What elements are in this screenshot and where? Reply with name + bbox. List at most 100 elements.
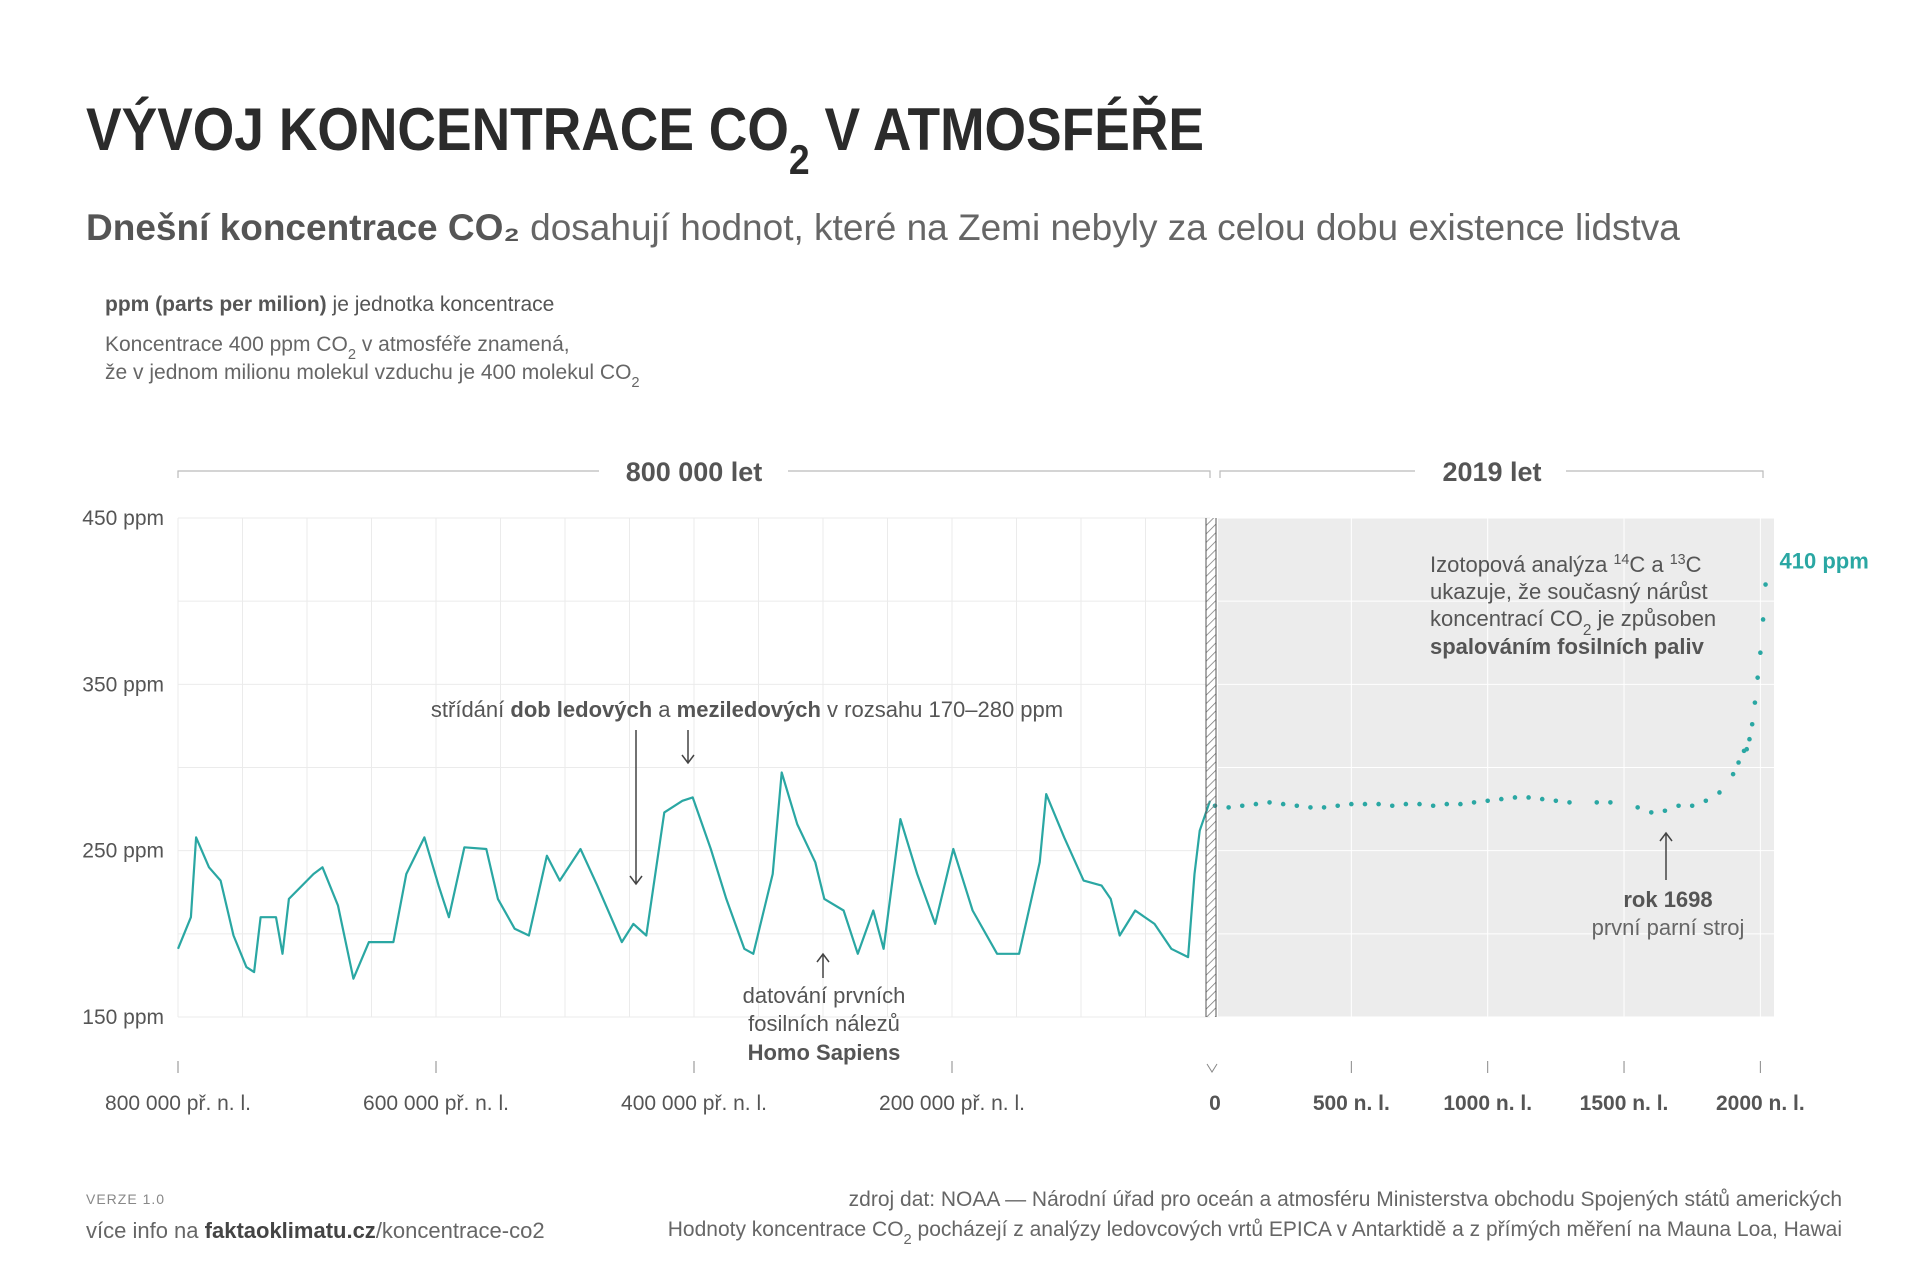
annotation-text: a [652, 697, 676, 722]
period-label: 2019 let [1442, 457, 1541, 487]
data-point [1417, 801, 1422, 807]
subtitle-text: dosahují hodnot, které na Zemi nebyly za… [520, 207, 1680, 248]
data-point [1730, 771, 1736, 777]
data-point [1499, 796, 1504, 802]
data-point [1648, 810, 1654, 815]
title-text: VÝVOJ KONCENTRACE CO [86, 96, 789, 163]
data-point [1703, 798, 1709, 804]
title-text: V ATMOSFÉŘE [810, 96, 1204, 163]
data-point [1362, 801, 1368, 807]
x-tick-label: 200 000 př. n. l. [879, 1092, 1025, 1115]
footer-text: pocházejí z analýzy ledovcových vrtů EPI… [912, 1218, 1842, 1241]
data-point [1376, 801, 1381, 807]
data-point [1308, 805, 1313, 810]
data-point [1717, 790, 1722, 795]
data-point [1749, 721, 1755, 727]
data-point [1389, 803, 1395, 809]
bracket [1219, 470, 1764, 478]
note-text: v atmosféře znamená, [356, 333, 570, 356]
y-tick-label: 450 ppm [82, 507, 164, 530]
value-label: 410 ppm [1780, 549, 1869, 574]
period-brackets [177, 470, 1764, 478]
footer-text: /koncentrace-co2 [376, 1218, 545, 1243]
data-point [1553, 798, 1559, 804]
data-point [1458, 801, 1463, 807]
data-point [1267, 800, 1272, 805]
annotation-sub: 2 [1583, 622, 1592, 639]
plot: 800 000 př. n. l. 600 000 př. n. l. 400 00… [82, 507, 1869, 1115]
annotation-text: koncentrací CO [1430, 606, 1583, 631]
annotation: střídání dob ledových a meziledových v r… [431, 697, 1063, 722]
x-tick-label: 500 n. l. [1313, 1092, 1390, 1115]
x-tick-label: 800 000 př. n. l. [105, 1092, 251, 1115]
arrow [1659, 831, 1673, 880]
annotation: fosilních nálezů [748, 1011, 900, 1036]
data-point [1471, 800, 1477, 805]
data-point [1512, 795, 1518, 800]
more-info: více info na faktaoklimatu.cz/koncentrac… [86, 1218, 545, 1243]
data-point [1736, 760, 1741, 765]
title-sub: 2 [789, 136, 810, 183]
note-text: je jednotka koncentrace [327, 293, 555, 316]
data-point [1608, 800, 1613, 805]
method: Hodnoty koncentrace CO2 pocházejí z anal… [668, 1218, 1842, 1248]
data-point [1280, 801, 1286, 807]
footer-link[interactable]: faktaoklimatu.cz [205, 1218, 376, 1243]
x-tick-label: 1500 n. l. [1580, 1092, 1669, 1115]
data-point [1752, 700, 1758, 705]
y-tick-label: 150 ppm [82, 1006, 164, 1029]
data-point [1444, 801, 1450, 807]
x-tick-label: 0 [1209, 1092, 1221, 1115]
arrow [816, 952, 830, 978]
annotation-text: C [1686, 552, 1702, 577]
data-point [1689, 803, 1695, 809]
annotation-text: v rozsahu 170–280 ppm [821, 697, 1063, 722]
x-tick-label: 2000 n. l. [1716, 1092, 1805, 1115]
annotation: spalováním fosilních paliv [1430, 634, 1705, 659]
bracket [177, 470, 1211, 478]
annotation: první parní stroj [1592, 915, 1745, 940]
x-tick-label: 400 000 př. n. l. [621, 1092, 767, 1115]
annotation-sup: 13 [1670, 552, 1686, 568]
annotation: ukazuje, že současný nárůst [1430, 579, 1708, 604]
data-point [1662, 808, 1668, 814]
note-sub: 2 [348, 347, 356, 363]
annotation: rok 1698 [1623, 887, 1712, 912]
data-point [1335, 803, 1341, 809]
data-point [1485, 798, 1490, 804]
data-point [1321, 805, 1327, 810]
annotation: Homo Sapiens [748, 1040, 901, 1065]
data-point [1760, 617, 1766, 622]
annotation-bold: meziledových [677, 697, 821, 722]
note-text: Koncentrace 400 ppm CO [105, 333, 348, 356]
separator [1206, 518, 1216, 1017]
data-point [1744, 746, 1750, 752]
data-point [1758, 650, 1763, 656]
note: že v jednom milionu molekul vzduchu je 4… [105, 361, 640, 391]
y-tick-label: 350 ppm [82, 673, 164, 696]
annotation: datování prvních [743, 983, 906, 1008]
subtitle-bold: Dnešní koncentrace CO₂ [86, 207, 520, 248]
note-bold: ppm (parts per milion) [105, 293, 327, 316]
data-point [1239, 803, 1245, 809]
subtitle: Dnešní koncentrace CO₂ dosahují hodnot, … [86, 207, 1680, 248]
data-point [1747, 736, 1752, 742]
note: ppm (parts per milion) je jednotka konce… [105, 293, 554, 316]
annotation-text: C a [1629, 552, 1669, 577]
data-point [1539, 796, 1545, 802]
data-point [1635, 805, 1640, 810]
data-point [1253, 801, 1259, 807]
data-point [1526, 795, 1531, 800]
version: VERZE 1.0 [86, 1191, 165, 1207]
note-sub: 2 [631, 375, 639, 391]
data-point [1349, 801, 1354, 807]
data-line [176, 771, 1212, 980]
title: VÝVOJ KONCENTRACE CO2 V ATMOSFÉŘE [86, 96, 1204, 183]
period-label: 800 000 let [626, 457, 763, 487]
annotation-bold: dob ledových [510, 697, 652, 722]
arrows [629, 730, 1673, 978]
footer-text: Hodnoty koncentrace CO [668, 1218, 904, 1241]
x-tick-label: 1000 n. l. [1443, 1092, 1532, 1115]
data-point [1430, 803, 1436, 809]
data-point [1755, 675, 1760, 680]
